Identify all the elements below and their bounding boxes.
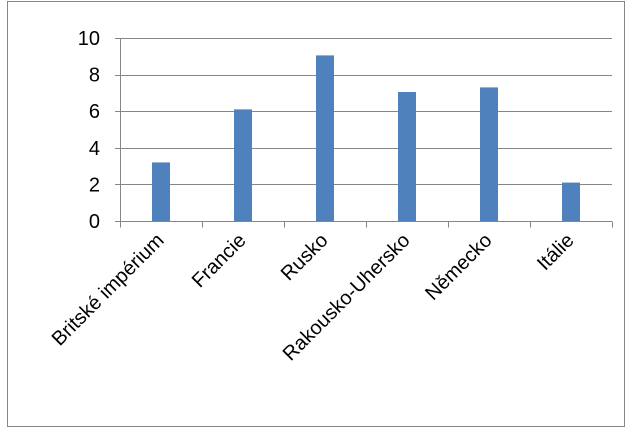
- bar: [152, 162, 170, 221]
- bars: [152, 55, 580, 222]
- y-tick-label: 2: [89, 174, 100, 196]
- y-tick-label: 10: [78, 28, 100, 50]
- y-tick-label: 4: [89, 138, 100, 160]
- bar: [316, 55, 334, 222]
- x-axis: [120, 38, 613, 228]
- bar: [562, 182, 580, 221]
- y-tick-label: 8: [89, 65, 100, 87]
- gridlines: [120, 38, 612, 185]
- y-tick-label: 0: [89, 211, 100, 233]
- bar: [234, 109, 252, 221]
- y-tick-label: 6: [89, 101, 100, 123]
- y-axis-ticks: 0 2 4 6 8 10: [78, 28, 120, 233]
- bar: [480, 87, 498, 221]
- bar: [398, 91, 416, 221]
